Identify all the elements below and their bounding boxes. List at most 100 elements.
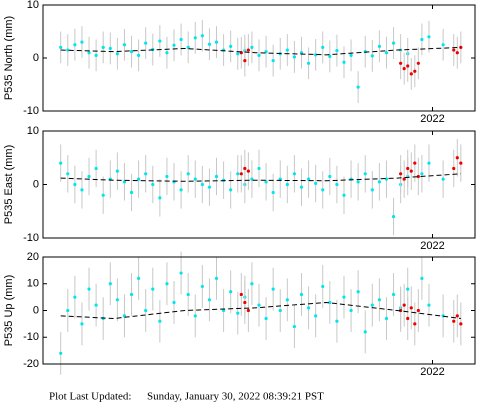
data-point <box>342 295 346 299</box>
data-point <box>402 67 406 71</box>
data-point <box>236 52 240 56</box>
data-point <box>186 292 190 297</box>
y-tick-label: 0 <box>33 178 39 190</box>
data-point <box>321 188 325 192</box>
data-point <box>221 308 226 313</box>
data-point <box>172 300 176 305</box>
data-point <box>402 177 406 181</box>
data-point <box>420 37 424 42</box>
data-point <box>271 287 275 291</box>
data-point <box>299 185 304 189</box>
data-point <box>349 53 353 57</box>
y-tick-label: 10 <box>27 125 39 137</box>
data-point <box>427 303 431 307</box>
data-point <box>200 34 204 38</box>
data-point <box>384 51 389 55</box>
data-point <box>243 59 247 63</box>
data-point <box>420 276 424 280</box>
data-point <box>151 182 155 187</box>
plot-area <box>59 139 463 236</box>
y-tick-label: 0 <box>33 304 39 316</box>
data-point <box>229 290 233 294</box>
data-point <box>335 319 339 323</box>
data-point <box>66 172 70 176</box>
data-point <box>441 43 445 47</box>
data-point <box>314 314 318 318</box>
data-point <box>239 172 243 176</box>
data-point <box>285 48 289 52</box>
data-point <box>285 182 289 187</box>
data-point <box>427 35 431 39</box>
data-point <box>179 271 183 275</box>
data-point <box>137 276 141 280</box>
data-point <box>80 322 84 326</box>
data-point <box>257 166 261 171</box>
data-point <box>137 53 141 57</box>
y-tick-label: 20 <box>27 251 39 263</box>
data-point <box>314 53 318 57</box>
data-point <box>193 314 197 318</box>
x-tick-label: 2022 <box>420 240 444 252</box>
y-tick-label: -10 <box>23 331 39 343</box>
data-point <box>356 290 360 294</box>
data-point <box>172 43 176 47</box>
data-point <box>406 166 410 171</box>
data-point <box>59 161 63 165</box>
data-point <box>377 180 381 184</box>
data-point <box>370 188 374 192</box>
data-point <box>214 276 219 280</box>
data-point <box>416 308 420 313</box>
data-point <box>236 172 240 176</box>
y-axis-label: P535 North (mm) <box>3 16 15 100</box>
data-point <box>384 316 389 321</box>
data-point <box>101 193 105 197</box>
data-point <box>314 181 318 186</box>
data-point <box>271 190 275 195</box>
data-point <box>391 215 396 219</box>
data-point <box>306 61 311 65</box>
data-point <box>87 174 91 179</box>
data-point <box>459 161 463 165</box>
data-point <box>122 43 127 47</box>
data-point <box>292 324 297 329</box>
data-point <box>158 39 162 43</box>
data-point <box>246 169 250 173</box>
data-point <box>413 322 417 326</box>
data-point <box>94 166 98 171</box>
data-point <box>207 42 212 46</box>
data-point <box>129 50 134 54</box>
data-point <box>186 45 190 50</box>
data-point <box>342 193 346 197</box>
data-point <box>409 72 413 76</box>
data-point <box>80 40 84 44</box>
data-point <box>151 287 155 291</box>
data-point <box>452 319 456 323</box>
data-point <box>406 64 410 68</box>
data-point <box>399 61 403 65</box>
data-point <box>144 41 148 45</box>
y-tick-label: -10 <box>23 105 39 117</box>
data-point <box>137 177 141 181</box>
data-point <box>80 188 84 192</box>
data-point <box>391 41 396 45</box>
data-point <box>452 166 456 171</box>
data-point <box>243 166 247 171</box>
data-point <box>158 319 162 323</box>
data-point <box>292 172 297 176</box>
data-point <box>321 45 325 50</box>
y-axis-label: P535 East (mm) <box>3 145 15 224</box>
data-point <box>299 51 304 55</box>
data-point <box>200 182 204 187</box>
data-point <box>144 172 148 176</box>
data-point <box>59 351 63 355</box>
data-point <box>108 282 112 286</box>
data-point <box>229 188 233 192</box>
data-point <box>73 182 77 187</box>
data-point <box>165 282 169 286</box>
data-point <box>108 46 112 51</box>
data-point <box>129 190 134 195</box>
data-point <box>306 177 311 181</box>
data-point <box>94 303 98 307</box>
data-point <box>455 156 459 160</box>
